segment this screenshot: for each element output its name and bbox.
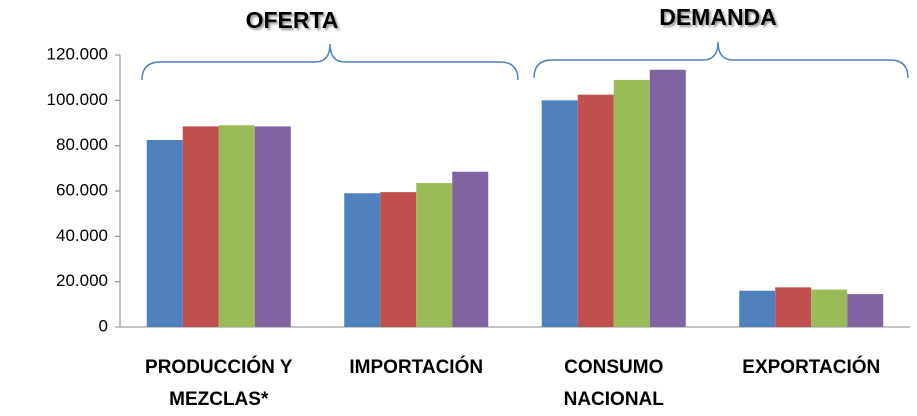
bar (613, 79, 650, 327)
brace (533, 41, 909, 79)
bar (146, 140, 183, 327)
x-tick-label: CONSUMO NACIONAL (563, 357, 664, 410)
bar (218, 125, 255, 328)
bar (739, 290, 776, 327)
y-tick-label: 60.000 (56, 180, 108, 199)
x-tick-label: EXPORTACIÓN (742, 357, 881, 378)
bar (380, 192, 417, 327)
annotation: OFERTA (246, 7, 339, 33)
bar (649, 69, 686, 327)
bar (847, 294, 884, 327)
annotation: DEMANDA (659, 4, 777, 30)
y-tick-label: 80.000 (56, 135, 108, 154)
bar (577, 94, 614, 328)
y-tick-label: 100.000 (47, 90, 108, 109)
bar (344, 193, 381, 327)
brace (141, 43, 519, 81)
x-tick-label: IMPORTACIÓN (349, 357, 484, 378)
y-tick-label: 20.000 (56, 271, 108, 290)
bar (541, 100, 578, 327)
bar (254, 126, 291, 328)
y-tick-label: 0 (99, 316, 108, 335)
bar (811, 289, 848, 327)
bar (452, 171, 489, 327)
bar (416, 183, 453, 327)
bar (182, 126, 219, 328)
y-tick-label: 40.000 (56, 226, 108, 245)
y-tick-label: 120.000 (47, 44, 108, 63)
x-tick-label: PRODUCCIÓN Y MEZCLAS* (145, 357, 293, 410)
bar (775, 287, 812, 327)
